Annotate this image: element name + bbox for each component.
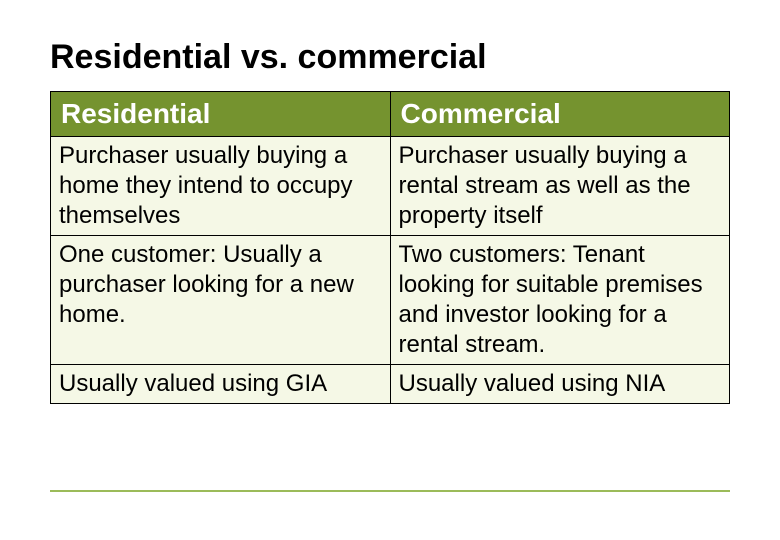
cell-commercial-1: Two customers: Tenant looking for suitab… bbox=[390, 236, 730, 365]
table-row: One customer: Usually a purchaser lookin… bbox=[51, 236, 730, 365]
table-row: Usually valued using GIA Usually valued … bbox=[51, 365, 730, 404]
cell-residential-0: Purchaser usually buying a home they int… bbox=[51, 137, 391, 236]
cell-commercial-0: Purchaser usually buying a rental stream… bbox=[390, 137, 730, 236]
slide: Residential vs. commercial Residential C… bbox=[0, 0, 780, 540]
cell-commercial-2: Usually valued using NIA bbox=[390, 365, 730, 404]
footer-divider bbox=[50, 490, 730, 492]
column-header-commercial: Commercial bbox=[390, 92, 730, 137]
table-row: Purchaser usually buying a home they int… bbox=[51, 137, 730, 236]
cell-residential-1: One customer: Usually a purchaser lookin… bbox=[51, 236, 391, 365]
column-header-residential: Residential bbox=[51, 92, 391, 137]
comparison-table: Residential Commercial Purchaser usually… bbox=[50, 91, 730, 404]
table-header-row: Residential Commercial bbox=[51, 92, 730, 137]
slide-title: Residential vs. commercial bbox=[50, 38, 730, 77]
cell-residential-2: Usually valued using GIA bbox=[51, 365, 391, 404]
